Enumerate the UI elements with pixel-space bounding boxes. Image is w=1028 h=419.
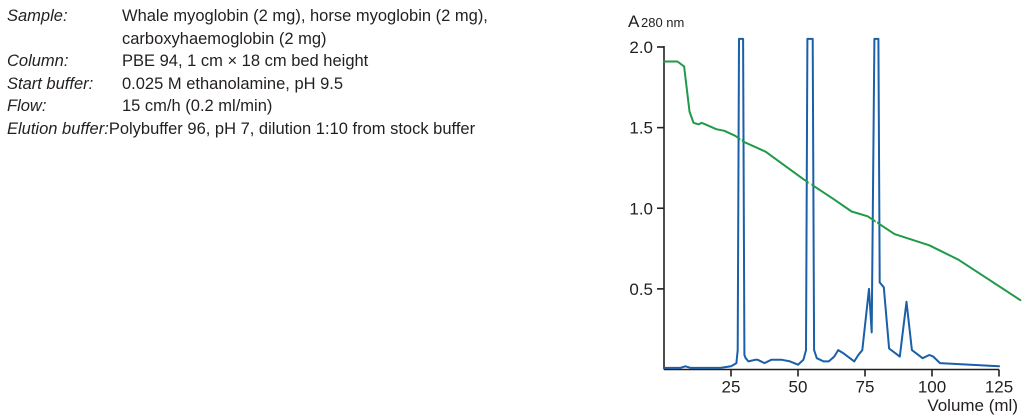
y-tick-label: 1.5 (629, 119, 653, 138)
param-label: Column: (7, 52, 69, 70)
param-label: Sample: (7, 7, 68, 25)
param-value: 0.025 M ethanolamine, pH 9.5 (122, 74, 344, 93)
ph-gradient-trace (663, 60, 1022, 302)
param-start-buffer: Start buffer: 0.025 M ethanolamine, pH 9… (7, 73, 488, 96)
y-tick-label: 0.5 (629, 280, 653, 299)
method-parameters: Sample: Whale myoglobin (2 mg), horse my… (7, 5, 488, 140)
absorbance-trace (663, 37, 1000, 369)
plot-series (663, 37, 1022, 369)
param-value: PBE 94, 1 cm × 18 cm bed height (122, 52, 369, 70)
param-label: Elution buffer: (7, 119, 109, 138)
param-label: Start buffer: (7, 74, 94, 93)
x-tick-label: 125 (985, 378, 1013, 397)
param-value: 15 cm/h (0.2 ml/min) (122, 97, 273, 115)
param-value: Whale myoglobin (2 mg), horse myoglobin … (122, 7, 488, 25)
x-tick-label: 100 (918, 378, 946, 397)
param-flow: Flow: 15 cm/h (0.2 ml/min) (7, 95, 488, 118)
param-label: Flow: (7, 97, 47, 115)
param-value: Polybuffer 96, pH 7, dilution 1:10 from … (108, 119, 476, 138)
x-tick-label: 25 (722, 378, 741, 397)
y-axis-title: A 280 nm (628, 12, 684, 31)
axes: 0.5 1.0 1.5 2.0 25 50 75 100 125 (629, 38, 1013, 397)
y-tick-label: 1.0 (629, 199, 653, 218)
y-axis-label-main: A (628, 12, 640, 31)
param-value: carboxyhaemoglobin (2 mg) (122, 29, 327, 48)
x-axis-label: Volume (ml) (927, 396, 1018, 415)
param-column: Column: PBE 94, 1 cm × 18 cm bed height (7, 50, 488, 73)
param-elution-buffer: Elution buffer: Polybuffer 96, pH 7, dil… (7, 118, 488, 141)
x-tick-label: 50 (789, 378, 808, 397)
y-tick-label: 2.0 (629, 38, 653, 57)
x-tick-label: 75 (856, 378, 875, 397)
param-sample: Sample: Whale myoglobin (2 mg), horse my… (7, 5, 488, 50)
y-axis-label-sub: 280 nm (641, 15, 684, 30)
